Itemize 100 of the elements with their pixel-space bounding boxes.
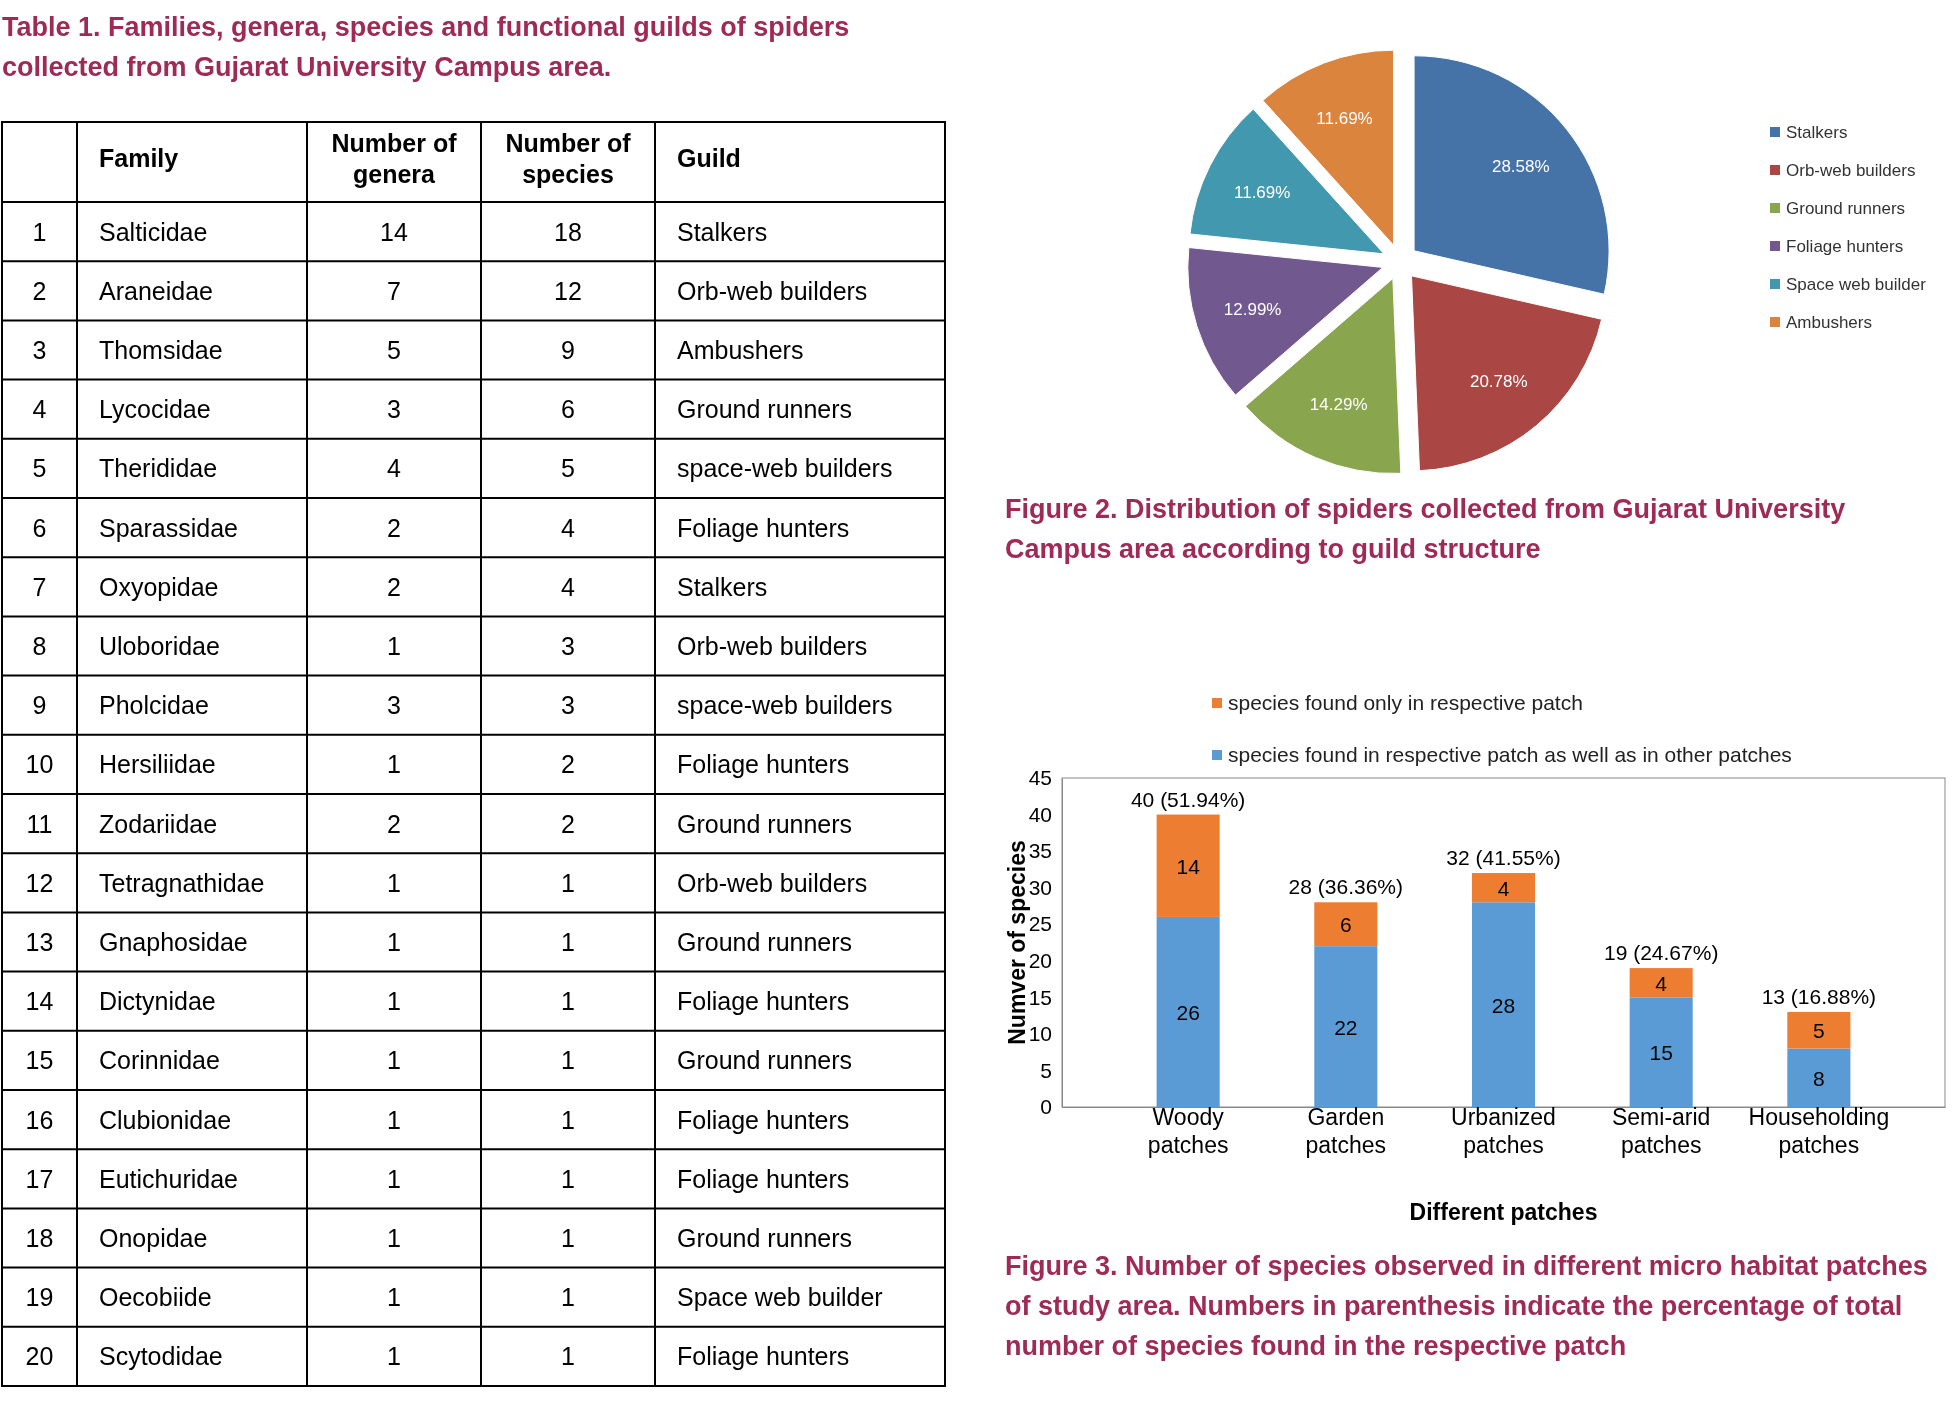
- y-axis-title: Numver of species: [1004, 840, 1030, 1045]
- y-tick-label: 20: [1028, 949, 1052, 972]
- bar: [1156, 916, 1220, 1107]
- text: 1: [387, 1283, 401, 1312]
- text: Ground runners: [677, 1046, 853, 1075]
- category-label: 14: [380, 217, 408, 246]
- y-tick-label: 15: [25, 1046, 54, 1075]
- category-label: 7: [387, 276, 401, 305]
- legend-label: Foliage hunters: [1786, 237, 1904, 256]
- text: Gnaphosidae: [99, 928, 248, 956]
- y-tick-label: 1: [32, 217, 47, 246]
- x-tick-label: Urbanized patches: [1451, 1104, 1556, 1158]
- text: Foliage hunters: [677, 987, 850, 1016]
- text: Sparassidae: [99, 513, 238, 542]
- text: 4: [387, 454, 401, 483]
- total-label: 28 (36.36%): [1288, 875, 1404, 899]
- y-tick-label: 14: [25, 987, 54, 1016]
- bar: [1471, 873, 1536, 903]
- y-tick-label: 5: [32, 454, 47, 483]
- text: 1: [387, 1342, 401, 1371]
- legend-label: species found only in respective patch: [1228, 691, 1583, 714]
- legend-label: species found in respective patch as well as in other patches: [1228, 743, 1792, 766]
- data-label: 22: [1334, 1015, 1358, 1039]
- y-tick-label: 10: [25, 750, 54, 779]
- y-tick-label: 16: [25, 1105, 54, 1134]
- x-tick-label: Family: [99, 144, 179, 172]
- text: Araneidae: [99, 276, 213, 305]
- y-tick-label: 10: [1028, 1022, 1052, 1046]
- data-label: 12.99%: [1223, 299, 1282, 319]
- data-label: 28: [1491, 993, 1516, 1017]
- x-axis-title: Different patches: [1409, 1199, 1598, 1225]
- x-tick-label: Garden patches: [1305, 1104, 1387, 1158]
- text: Stalkers: [677, 572, 768, 601]
- text: Ground runners: [677, 809, 853, 838]
- x-tick-label: Number of species: [505, 129, 632, 188]
- y-tick-label: 8: [32, 632, 47, 660]
- chart-title: Table 1. Families, genera, species and functional guilds of spiders collected from Gujarat University Campus area.: [2, 12, 850, 82]
- total-label: 32 (41.55%): [1446, 846, 1561, 870]
- bar: [1156, 814, 1220, 917]
- legend-label: Ambushers: [1786, 313, 1872, 332]
- total-label: 13 (16.88%): [1761, 984, 1877, 1008]
- text: Oecobiide: [99, 1283, 212, 1312]
- y-tick-label: 6: [32, 513, 47, 542]
- data-label: 5: [1813, 1019, 1825, 1043]
- text: Hersiliidae: [99, 750, 216, 779]
- bar: [1629, 997, 1693, 1107]
- category-label: 6: [561, 395, 575, 424]
- text: Oxyopidae: [99, 572, 219, 601]
- y-tick-label: 2: [32, 276, 47, 305]
- x-tick-label: Number of genera: [331, 129, 458, 188]
- text: Dictynidae: [99, 987, 216, 1016]
- text: 2: [561, 809, 575, 838]
- text: 5: [561, 454, 575, 483]
- y-tick-label: 12: [25, 868, 54, 897]
- text: 1: [561, 928, 575, 956]
- text: 2: [387, 572, 401, 601]
- text: 3: [561, 632, 575, 660]
- y-tick-label: 13: [25, 928, 54, 956]
- y-tick-label: 18: [25, 1224, 54, 1252]
- text: space-web builders: [677, 454, 893, 483]
- text: 4: [561, 513, 575, 542]
- text: 1: [387, 750, 401, 779]
- text: Orb-web builders: [677, 868, 868, 897]
- total-label: 40 (51.94%): [1130, 787, 1246, 811]
- bar: [1629, 968, 1693, 998]
- text: Eutichuridae: [99, 1164, 238, 1193]
- text: Zodariidae: [99, 809, 218, 838]
- data-label: 4: [1497, 876, 1510, 900]
- data-label: 11.69%: [1316, 108, 1373, 128]
- text: Space web builder: [677, 1283, 883, 1312]
- text: Corinnidae: [99, 1046, 220, 1075]
- y-tick-label: 0: [1040, 1095, 1052, 1119]
- data-label: 11.69%: [1234, 183, 1291, 203]
- text: Thomsidae: [99, 336, 223, 364]
- total-label: 19 (24.67%): [1603, 941, 1719, 965]
- text: 1: [387, 632, 401, 660]
- text: Foliage hunters: [677, 1342, 850, 1371]
- text: 1: [561, 987, 575, 1016]
- data-label: 14.29%: [1309, 394, 1368, 414]
- bar: [1787, 1048, 1851, 1107]
- text: Foliage hunters: [677, 1164, 850, 1193]
- legend-label: Ground runners: [1786, 199, 1906, 218]
- text: 1: [561, 1224, 575, 1252]
- text: Pholcidae: [99, 691, 209, 720]
- text: Salticidae: [99, 217, 208, 246]
- text: 2: [387, 809, 401, 838]
- category-label: 12: [554, 276, 582, 305]
- data-label: 14: [1176, 854, 1201, 878]
- text: Tetragnathidae: [99, 868, 265, 897]
- text: 4: [561, 572, 575, 601]
- text: Uloboridae: [99, 632, 220, 660]
- legend-label: Stalkers: [1786, 123, 1848, 142]
- x-tick-label: Householding patches: [1748, 1104, 1890, 1158]
- category-label: 9: [561, 336, 575, 364]
- text: 1: [561, 868, 575, 897]
- text: Figure 3. Number of species observed in different micro habitat patches of study area. Numbers in parenthesis indicate the percentage of total number of species found in the respective patch: [1005, 1251, 1928, 1361]
- text: 1: [561, 1046, 575, 1075]
- text: 1: [561, 1164, 575, 1193]
- text: Therididae: [99, 454, 218, 483]
- text: Clubionidae: [99, 1105, 232, 1134]
